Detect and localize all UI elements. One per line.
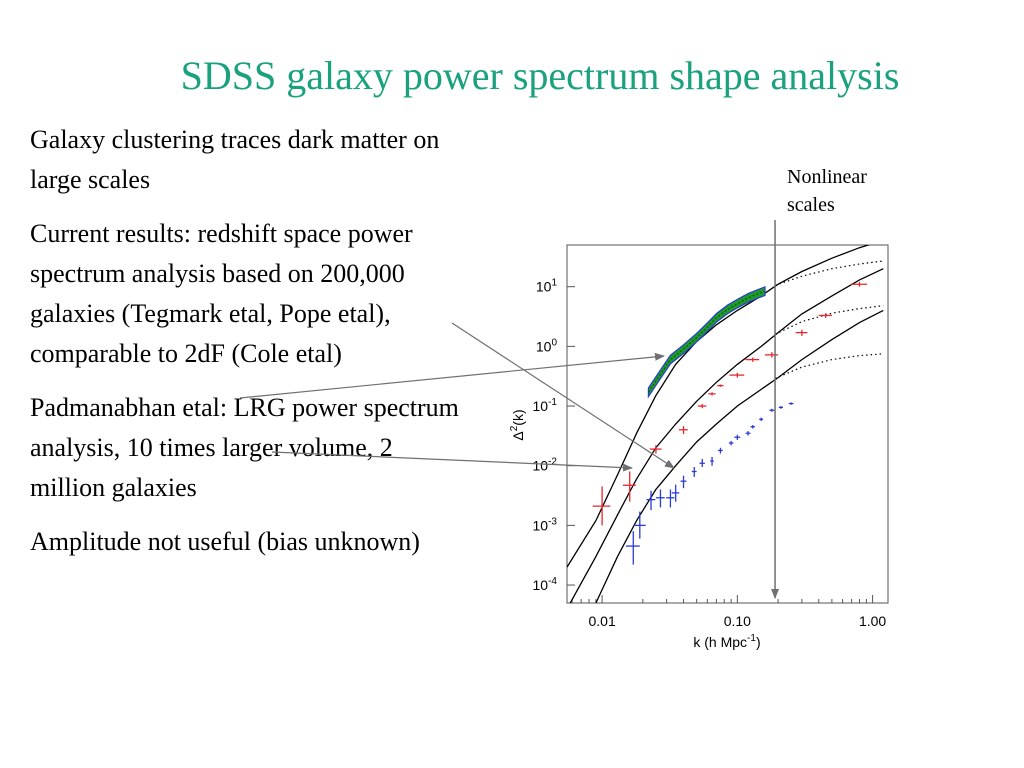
red-error-bar bbox=[708, 392, 716, 396]
blue-error-bar bbox=[788, 402, 794, 405]
blue-error-bar bbox=[699, 458, 705, 468]
bullet-item: Current results: redshift space power sp… bbox=[30, 219, 413, 368]
y-tick-label: 10-2 bbox=[533, 457, 558, 474]
y-axis-label: Δ2(k) bbox=[509, 409, 526, 440]
blue-error-bar bbox=[750, 425, 755, 429]
blue-error-bar bbox=[734, 434, 741, 440]
red-error-bar bbox=[818, 313, 832, 318]
slide-title: SDSS galaxy power spectrum shape analysi… bbox=[180, 53, 900, 98]
nonlinear-annotation-line1: Nonlinear bbox=[787, 166, 867, 188]
red-error-bar bbox=[678, 426, 688, 434]
x-tick-label: 0.10 bbox=[724, 613, 751, 629]
red-error-bar bbox=[850, 281, 868, 287]
model-curve bbox=[569, 268, 884, 603]
nonlinear-annotation-line2: scales bbox=[787, 194, 835, 216]
pointer-arrow-current-results bbox=[239, 352, 665, 399]
pointer-arrow-tegmark bbox=[451, 322, 675, 469]
red-error-bar bbox=[729, 372, 745, 378]
bullet-item: Padmanabhan etal: LRG power spectrum ana… bbox=[30, 393, 459, 502]
blue-error-bar bbox=[710, 456, 714, 466]
model-curve-dotted bbox=[774, 260, 884, 286]
red-error-bar bbox=[717, 384, 724, 387]
model-curve bbox=[567, 245, 871, 568]
sdss-data-band bbox=[647, 286, 766, 399]
blue-error-bar bbox=[718, 447, 723, 454]
model-curve-dotted bbox=[774, 353, 884, 379]
blue-error-bar bbox=[633, 511, 646, 539]
y-tick-label: 10-3 bbox=[533, 516, 558, 533]
red-error-bar bbox=[764, 352, 779, 358]
x-tick-label: 1.00 bbox=[859, 613, 886, 629]
red-error-bar bbox=[592, 486, 611, 526]
blue-error-bar bbox=[728, 440, 734, 446]
blue-error-bar bbox=[680, 475, 687, 489]
nonlinear-annotation: Nonlinear scales bbox=[787, 163, 867, 219]
x-tick-label: 0.01 bbox=[588, 613, 615, 629]
blue-error-bar bbox=[691, 467, 697, 477]
model-curve bbox=[595, 309, 884, 603]
blue-error-bar bbox=[769, 408, 775, 412]
blue-error-bar bbox=[778, 406, 783, 409]
y-tick-label: 10-1 bbox=[533, 397, 558, 414]
blue-error-bar bbox=[745, 431, 751, 436]
plot-frame bbox=[566, 244, 889, 604]
y-tick-label: 101 bbox=[536, 278, 558, 295]
red-error-bar bbox=[697, 404, 707, 409]
blue-error-bar bbox=[646, 490, 656, 511]
red-error-bar bbox=[622, 471, 636, 502]
red-error-bar bbox=[745, 357, 760, 362]
bullet-list: Galaxy clustering traces dark matter on … bbox=[30, 120, 470, 576]
red-error-bar bbox=[649, 445, 662, 454]
y-tick-label: 100 bbox=[536, 337, 558, 354]
red-error-bar bbox=[795, 329, 808, 336]
y-tick-label: 10-4 bbox=[533, 576, 558, 593]
bullet-item: Amplitude not useful (bias unknown) bbox=[30, 527, 420, 556]
blue-error-bar bbox=[625, 531, 640, 565]
blue-error-bar bbox=[655, 489, 665, 508]
model-curve-dotted bbox=[774, 305, 884, 335]
blue-error-bar bbox=[759, 417, 764, 422]
blue-error-bar bbox=[671, 484, 680, 502]
pointer-arrow-padmanabhan bbox=[271, 451, 633, 472]
sdss-data-band-center bbox=[647, 290, 766, 393]
blue-error-bar bbox=[666, 489, 675, 508]
x-axis-label: k (h Mpc-1) bbox=[693, 633, 760, 650]
bullet-item: Galaxy clustering traces dark matter on … bbox=[30, 125, 440, 194]
